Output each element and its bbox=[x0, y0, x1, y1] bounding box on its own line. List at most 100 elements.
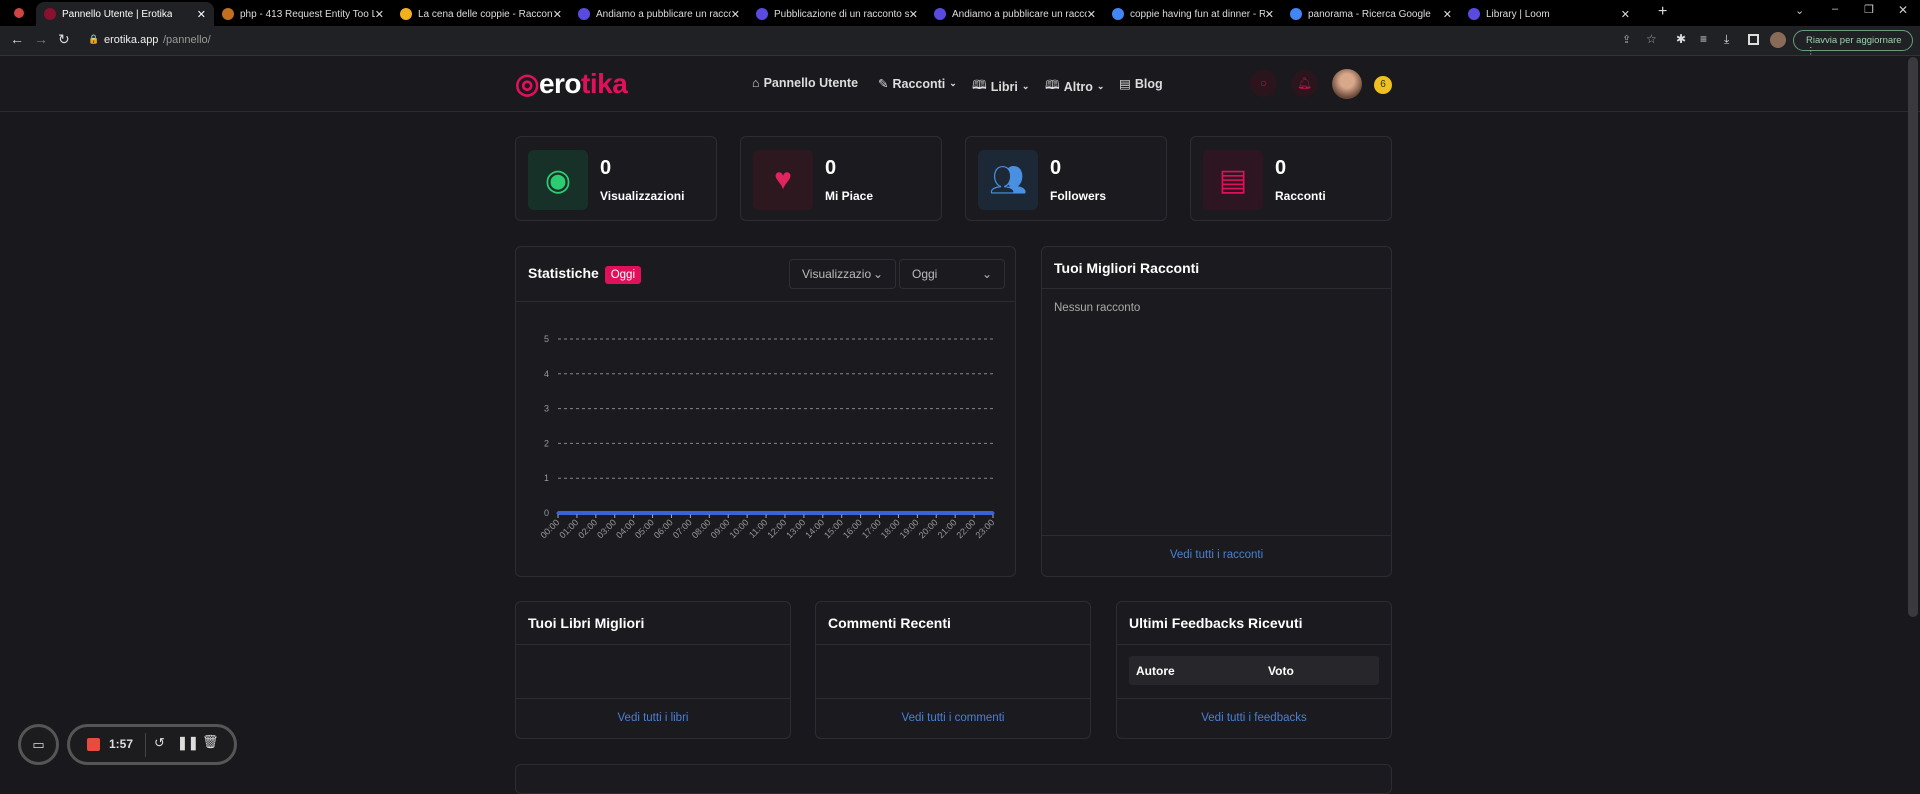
address-bar-row: ← → ↻ 🔒 erotika.app /pannello/ ⇪ ☆ ✱ ≡ ⤓… bbox=[0, 26, 1920, 57]
browser-tab[interactable]: Pubblicazione di un racconto su ✕ bbox=[748, 2, 926, 26]
y-tick-label: 3 bbox=[544, 404, 549, 414]
data-point bbox=[859, 511, 863, 515]
nav-item[interactable]: ✎ Racconti ⌄ bbox=[878, 76, 957, 92]
nav-item[interactable]: 🕮︎ Altro ⌄ bbox=[1045, 76, 1104, 97]
bell-icon[interactable]: 🔔︎ bbox=[1291, 70, 1318, 97]
browser-tab[interactable]: coppie having fun at dinner - Ric ✕ bbox=[1104, 2, 1282, 26]
tab-search-icon[interactable]: ⌄ bbox=[1795, 5, 1805, 17]
browser-tab[interactable]: Library | Loom ✕ bbox=[1460, 2, 1638, 26]
y-tick-label: 2 bbox=[544, 438, 549, 448]
nav-label: Racconti bbox=[892, 76, 946, 91]
users-icon: 👥︎ bbox=[978, 150, 1038, 210]
period-badge: Oggi bbox=[604, 266, 641, 284]
close-tab-icon[interactable]: ✕ bbox=[1086, 8, 1096, 21]
extensions-icon[interactable]: ✱ bbox=[1676, 32, 1687, 46]
book-icon: 🕮︎ bbox=[972, 78, 987, 92]
profile-avatar[interactable] bbox=[1770, 32, 1786, 48]
scrollbar[interactable] bbox=[1908, 57, 1918, 617]
browser-tab[interactable]: Andiamo a pubblicare un raccont ✕ bbox=[570, 2, 748, 26]
data-point bbox=[632, 511, 636, 515]
x-tick-label: 08:00 bbox=[690, 517, 713, 540]
restart-icon[interactable]: ↺ bbox=[154, 735, 165, 750]
nav-item[interactable]: ▤ Blog bbox=[1119, 76, 1163, 92]
data-point bbox=[613, 511, 617, 515]
chevron-down-icon: ⌄ bbox=[949, 78, 957, 88]
data-point bbox=[651, 511, 655, 515]
x-tick-label: 16:00 bbox=[841, 517, 864, 540]
x-tick-label: 06:00 bbox=[652, 517, 675, 540]
view-all-feedbacks-link[interactable]: Vedi tutti i feedbacks bbox=[1201, 712, 1307, 724]
forward-icon[interactable]: → bbox=[34, 31, 48, 47]
close-tab-icon[interactable]: ✕ bbox=[1264, 8, 1274, 21]
share-icon[interactable]: ⇪ bbox=[1622, 34, 1632, 46]
camera-icon[interactable]: ▭ bbox=[18, 724, 59, 765]
tab-title: panorama - Ricerca Google bbox=[1308, 8, 1431, 20]
update-button[interactable]: Riavvia per aggiornare ⋮ bbox=[1793, 30, 1913, 57]
favicon-icon bbox=[1468, 8, 1480, 20]
download-icon[interactable]: ⤓ bbox=[1724, 32, 1730, 46]
book-icon: 🕮︎ bbox=[1045, 78, 1060, 92]
nav-label: Blog bbox=[1134, 76, 1163, 91]
new-tab-button[interactable]: + bbox=[1658, 3, 1668, 20]
period-select[interactable]: Oggi ⌄ bbox=[899, 259, 1005, 289]
x-tick-label: 13:00 bbox=[784, 517, 807, 540]
y-tick-label: 1 bbox=[544, 473, 549, 483]
trash-icon[interactable]: 🗑︎ bbox=[202, 734, 219, 749]
view-all-comments-link[interactable]: Vedi tutti i commenti bbox=[901, 712, 1005, 724]
stat-value: 0 bbox=[825, 157, 837, 179]
close-tab-icon[interactable]: ✕ bbox=[1442, 8, 1452, 21]
user-avatar[interactable] bbox=[1332, 69, 1362, 99]
close-tab-icon[interactable]: ✕ bbox=[552, 8, 562, 21]
pause-icon[interactable]: ❚❚ bbox=[177, 735, 199, 750]
url-field[interactable]: 🔒 erotika.app /pannello/ bbox=[80, 29, 1780, 53]
badge-level-icon[interactable]: 6 bbox=[1374, 76, 1392, 94]
view-all-stories-link[interactable]: Vedi tutti i racconti bbox=[1169, 549, 1264, 561]
data-point bbox=[707, 511, 711, 515]
recent-comments-card: Commenti Recenti Vedi tutti i commenti bbox=[815, 601, 1091, 739]
chat-icon[interactable]: ○ bbox=[1250, 70, 1277, 97]
tab-title: La cena delle coppie - Racconti e bbox=[418, 8, 553, 20]
favicon-icon bbox=[1112, 8, 1124, 20]
stat-label: Racconti bbox=[1275, 189, 1326, 203]
empty-message: Nessun racconto bbox=[1054, 302, 1141, 314]
data-point bbox=[878, 511, 882, 515]
data-point bbox=[594, 511, 598, 515]
nav-label: Libri bbox=[990, 79, 1018, 94]
close-window-button[interactable]: ✕ bbox=[1898, 3, 1909, 17]
reload-icon[interactable]: ↻ bbox=[58, 31, 70, 47]
pencil-icon: ✎ bbox=[878, 77, 889, 91]
nav-label: Pannello Utente bbox=[763, 76, 859, 90]
document-icon: ▤ bbox=[1203, 150, 1263, 210]
logo[interactable]: ◎erotika bbox=[515, 68, 628, 99]
browser-tab[interactable]: Pannello Utente | Erotika ✕ bbox=[36, 2, 214, 26]
x-tick-label: 07:00 bbox=[671, 517, 694, 540]
browser-tab[interactable]: php - 413 Request Entity Too Lar ✕ bbox=[214, 2, 392, 26]
tab-title: Andiamo a pubblicare un raccont bbox=[952, 8, 1087, 20]
recording-time: 1:57 bbox=[109, 737, 134, 751]
browser-tab[interactable]: panorama - Ricerca Google ✕ bbox=[1282, 2, 1460, 26]
metric-select[interactable]: Visualizzazio ⌄ bbox=[789, 259, 896, 289]
chevron-down-icon: ⌄ bbox=[981, 267, 992, 281]
back-icon[interactable]: ← bbox=[10, 31, 24, 47]
reading-list-icon[interactable]: ≡ bbox=[1700, 32, 1708, 46]
bookmark-star-icon[interactable]: ☆ bbox=[1646, 32, 1657, 46]
browser-tab[interactable]: La cena delle coppie - Racconti e ✕ bbox=[392, 2, 570, 26]
tab-title: Library | Loom bbox=[1486, 8, 1550, 20]
x-tick-label: 09:00 bbox=[709, 517, 732, 540]
restore-button[interactable]: ❐ bbox=[1864, 4, 1874, 16]
view-all-books-link[interactable]: Vedi tutti i libri bbox=[617, 712, 689, 724]
x-tick-label: 14:00 bbox=[803, 517, 826, 540]
close-tab-icon[interactable]: ✕ bbox=[908, 8, 918, 21]
sidepanel-icon[interactable] bbox=[1748, 34, 1759, 45]
close-tab-icon[interactable]: ✕ bbox=[730, 8, 740, 21]
nav-item[interactable]: 🕮︎ Libri ⌄ bbox=[972, 76, 1029, 97]
browser-tab[interactable]: Andiamo a pubblicare un raccont ✕ bbox=[926, 2, 1104, 26]
close-tab-icon[interactable]: ✕ bbox=[196, 8, 206, 21]
close-tab-icon[interactable]: ✕ bbox=[1620, 8, 1630, 21]
stop-button[interactable] bbox=[87, 738, 100, 751]
nav-item[interactable]: ⌂ Pannello Utente bbox=[752, 76, 858, 90]
tab-title: Pannello Utente | Erotika bbox=[62, 8, 173, 20]
site-header bbox=[0, 57, 1920, 112]
close-tab-icon[interactable]: ✕ bbox=[374, 8, 384, 21]
minimize-button[interactable]: – bbox=[1832, 3, 1839, 15]
